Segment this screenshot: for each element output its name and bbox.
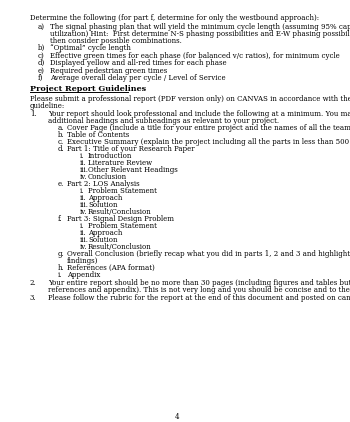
Text: additional headings and subheadings as relevant to your project.: additional headings and subheadings as r… [48,116,279,124]
Text: Part 2: LOS Analysis: Part 2: LOS Analysis [67,180,140,188]
Text: Approach: Approach [88,194,122,202]
Text: Your report should look professional and include the following at a minimum. You: Your report should look professional and… [48,110,350,118]
Text: ii.: ii. [80,229,87,237]
Text: b.: b. [58,130,65,138]
Text: Displayed yellow and all-red times for each phase: Displayed yellow and all-red times for e… [50,60,227,67]
Text: c.: c. [58,138,64,146]
Text: Project Report Guidelines: Project Report Guidelines [30,85,146,93]
Text: iii.: iii. [80,165,89,173]
Text: Please submit a professional report (PDF version only) on CANVAS in accordance w: Please submit a professional report (PDF… [30,95,350,103]
Text: Result/Conclusion: Result/Conclusion [88,243,152,251]
Text: e): e) [38,67,45,75]
Text: Determine the following (for part f, determine for only the westbound approach):: Determine the following (for part f, det… [30,14,319,22]
Text: d): d) [38,60,45,67]
Text: i.: i. [80,222,84,230]
Text: Executive Summary (explain the project including all the parts in less than 500 : Executive Summary (explain the project i… [67,138,350,146]
Text: guideline:: guideline: [30,102,65,110]
Text: Solution: Solution [88,200,118,208]
Text: Cover Page (include a title for your entire project and the names of all the tea: Cover Page (include a title for your ent… [67,124,350,132]
Text: utilization) Hint:  First determine N-S phasing possibilities and E-W phasing po: utilization) Hint: First determine N-S p… [50,30,350,38]
Text: Required pedestrian green times: Required pedestrian green times [50,67,167,75]
Text: 3.: 3. [30,294,37,302]
Text: 4: 4 [175,413,180,421]
Text: Problem Statement: Problem Statement [88,222,157,230]
Text: e.: e. [58,180,64,188]
Text: References (APA format): References (APA format) [67,264,155,272]
Text: Literature Review: Literature Review [88,159,152,167]
Text: references and appendix). This is not very long and you should be concise and to: references and appendix). This is not ve… [48,286,350,294]
Text: Other Relevant Headings: Other Relevant Headings [88,165,178,173]
Text: f): f) [38,74,43,82]
Text: 2.: 2. [30,279,37,287]
Text: iii.: iii. [80,200,89,208]
Text: Approach: Approach [88,229,122,237]
Text: Part 3: Signal Design Problem: Part 3: Signal Design Problem [67,215,174,222]
Text: Please follow the rubric for the report at the end of this document and posted o: Please follow the rubric for the report … [48,294,350,302]
Text: Problem Statement: Problem Statement [88,187,157,195]
Text: findings): findings) [67,257,98,265]
Text: d.: d. [58,145,65,153]
Text: ii.: ii. [80,194,87,202]
Text: i.: i. [80,151,84,160]
Text: “Optimal” cycle length: “Optimal” cycle length [50,44,131,52]
Text: The signal phasing plan that will yield the minimum cycle length (assuming 95% c: The signal phasing plan that will yield … [50,23,350,31]
Text: iv.: iv. [80,243,88,251]
Text: i.: i. [58,271,63,279]
Text: Solution: Solution [88,235,118,243]
Text: then consider possible combinations.: then consider possible combinations. [50,37,182,45]
Text: Appendix: Appendix [67,271,100,279]
Text: g.: g. [58,249,65,257]
Text: iv.: iv. [80,173,88,181]
Text: 1.: 1. [30,110,37,118]
Text: ii.: ii. [80,159,87,167]
Text: Conclusion: Conclusion [88,173,127,181]
Text: a.: a. [58,124,64,132]
Text: iii.: iii. [80,235,89,243]
Text: Table of Contents: Table of Contents [67,130,129,138]
Text: f.: f. [58,215,63,222]
Text: iv.: iv. [80,208,88,216]
Text: c): c) [38,52,45,60]
Text: a): a) [38,23,45,31]
Text: Your entire report should be no more than 30 pages (including figures and tables: Your entire report should be no more tha… [48,279,350,287]
Text: Introduction: Introduction [88,151,132,160]
Text: Overall Conclusion (briefly recap what you did in parts 1, 2 and 3 and highlight: Overall Conclusion (briefly recap what y… [67,249,350,257]
Text: h.: h. [58,264,65,272]
Text: i.: i. [80,187,84,195]
Text: Effective green times for each phase (for balanced v/c ratios), for minimum cycl: Effective green times for each phase (fo… [50,52,340,60]
Text: b): b) [38,44,45,52]
Text: Average overall delay per cycle / Level of Service: Average overall delay per cycle / Level … [50,74,226,82]
Text: Part 1: Title of your Research Paper: Part 1: Title of your Research Paper [67,145,195,153]
Text: Result/Conclusion: Result/Conclusion [88,208,152,216]
